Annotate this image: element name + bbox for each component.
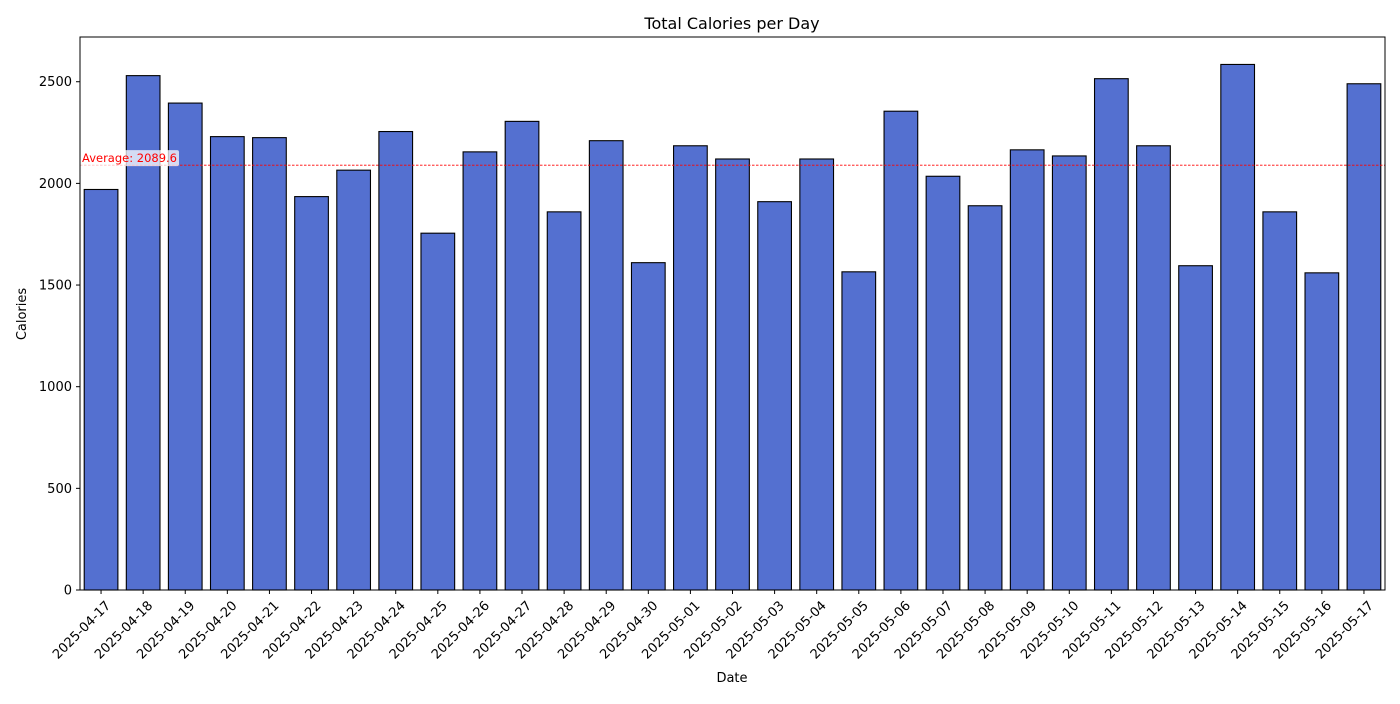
bar-2025-04-27 — [504, 120, 540, 591]
bar-2025-04-20 — [209, 136, 245, 591]
bar-2025-05-13 — [1178, 265, 1213, 591]
y-tick-label: 500 — [47, 482, 72, 497]
bar-2025-04-29 — [588, 140, 624, 591]
average-label-background — [80, 150, 179, 167]
bar-2025-04-30 — [630, 262, 666, 591]
bar-2025-05-07 — [925, 175, 961, 591]
average-label: Average: 2089.6 — [82, 151, 177, 165]
bar-2025-04-25 — [420, 232, 456, 591]
bar-2025-05-10 — [1051, 155, 1087, 591]
bar-2025-05-16 — [1304, 272, 1340, 591]
bar-2025-05-03 — [757, 201, 792, 591]
chart-title: Total Calories per Day — [643, 14, 819, 33]
y-tick-label: 1500 — [39, 279, 72, 294]
y-tick-label: 2000 — [39, 177, 72, 192]
bar-2025-05-01 — [673, 145, 708, 591]
x-axis-ticks: 2025-04-172025-04-182025-04-192025-04-20… — [50, 590, 1377, 662]
bar-2025-04-21 — [252, 137, 287, 591]
bar-2025-04-22 — [294, 196, 329, 591]
bar-2025-05-11 — [1093, 78, 1129, 591]
bar-2025-04-28 — [546, 211, 582, 591]
bar-2025-05-14 — [1220, 63, 1256, 591]
bar-2025-05-06 — [883, 110, 919, 591]
bar-2025-05-15 — [1262, 211, 1298, 591]
average-layer: Average: 2089.6 — [80, 150, 1385, 167]
bars-layer — [83, 63, 1382, 591]
bar-2025-04-26 — [462, 151, 498, 591]
bar-2025-05-04 — [799, 158, 835, 591]
bar-2025-04-17 — [83, 188, 119, 591]
y-axis-ticks: 0 500 1000 1500 2000 2500 — [39, 75, 80, 599]
bar-2025-05-12 — [1136, 145, 1171, 591]
bar-2025-04-23 — [336, 169, 372, 591]
bar-2025-05-05 — [841, 271, 877, 591]
bar-2025-05-09 — [1009, 149, 1045, 591]
y-tick-label: 0 — [64, 584, 72, 599]
bar-2025-04-19 — [167, 102, 203, 591]
bar-2025-04-24 — [378, 130, 414, 591]
y-tick-label: 2500 — [39, 75, 72, 90]
bar-2025-05-17 — [1346, 83, 1382, 591]
bar-2025-05-08 — [967, 205, 1003, 591]
bar-2025-05-02 — [715, 158, 750, 591]
y-axis-label: Calories — [15, 288, 30, 341]
y-tick-label: 1000 — [39, 380, 72, 395]
x-axis-label: Date — [716, 671, 747, 686]
